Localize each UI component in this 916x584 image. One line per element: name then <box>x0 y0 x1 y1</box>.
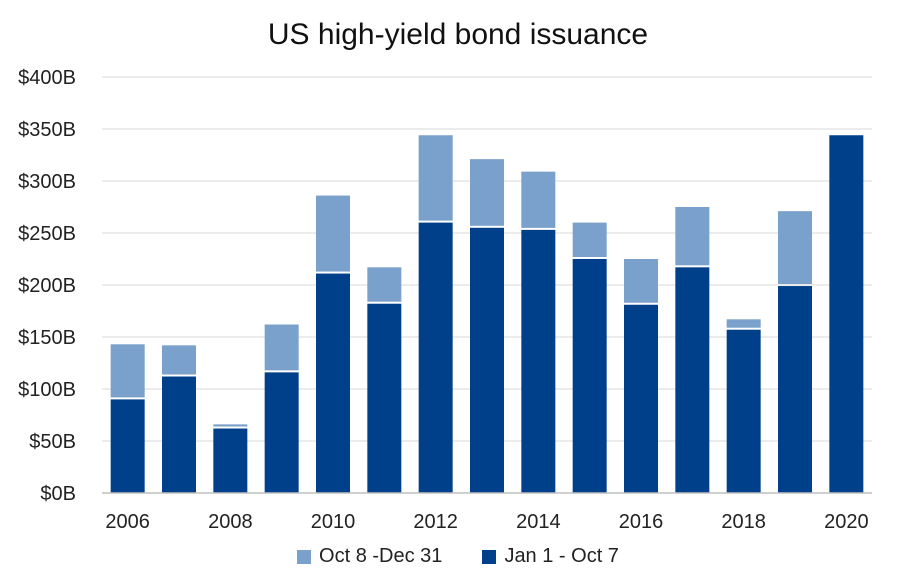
bar-oct-dec <box>162 345 196 375</box>
bar-jan-oct <box>110 399 145 493</box>
y-tick-label: $250B <box>18 223 76 245</box>
legend-label-oct-dec: Oct 8 -Dec 31 <box>319 545 443 567</box>
bar-jan-oct <box>470 227 504 494</box>
x-tick-label: 2010 <box>311 511 356 533</box>
y-tick-label: $0B <box>40 483 76 505</box>
x-tick-label: 2014 <box>516 511 561 533</box>
bar-oct-dec <box>110 344 145 398</box>
legend-swatch-oct-dec <box>297 549 312 564</box>
bar-oct-dec <box>213 424 248 427</box>
bar-jan-oct <box>521 229 556 493</box>
y-tick-label: $150B <box>18 327 76 349</box>
legend-item-jan-oct: Jan 1 - Oct 7 <box>482 545 619 568</box>
y-tick-label: $50B <box>29 431 76 453</box>
bar-oct-dec <box>778 211 812 285</box>
legend-item-oct-dec: Oct 8 -Dec 31 <box>297 545 442 568</box>
bar-jan-oct <box>572 259 607 493</box>
bar-oct-dec <box>572 222 607 257</box>
bar-jan-oct <box>829 135 864 494</box>
x-tick-label: 2016 <box>619 511 664 533</box>
x-tick-label: 2012 <box>413 511 458 533</box>
x-tick-label: 2018 <box>721 511 766 533</box>
bar-oct-dec <box>418 135 453 221</box>
bar-jan-oct <box>316 273 350 493</box>
bar-oct-dec <box>316 195 350 272</box>
chart-title: US high-yield bond issuance <box>267 18 649 51</box>
bar-oct-dec <box>726 319 761 328</box>
bar-jan-oct <box>367 303 402 493</box>
bar-jan-oct <box>418 222 453 493</box>
bar-oct-dec <box>264 324 299 371</box>
y-tick-label: $350B <box>18 119 76 141</box>
bar-jan-oct <box>213 428 248 493</box>
x-tick-label: 2008 <box>208 511 253 533</box>
legend: Oct 8 -Dec 31 Jan 1 - Oct 7 <box>0 545 916 568</box>
legend-swatch-jan-oct <box>482 549 497 564</box>
bar-oct-dec <box>675 207 710 266</box>
bar-jan-oct <box>778 286 812 493</box>
legend-label-jan-oct: Jan 1 - Oct 7 <box>504 545 619 567</box>
bar-oct-dec <box>470 159 504 226</box>
bar-oct-dec <box>367 267 402 302</box>
bar-jan-oct <box>264 372 299 493</box>
bar-jan-oct <box>624 304 658 493</box>
y-tick-label: $300B <box>18 171 76 193</box>
bar-oct-dec <box>624 259 658 303</box>
y-tick-label: $100B <box>18 379 76 401</box>
bar-jan-oct <box>726 329 761 493</box>
bar-jan-oct <box>162 376 196 493</box>
bar-jan-oct <box>675 267 710 493</box>
x-tick-label: 2006 <box>105 511 150 533</box>
bar-oct-dec <box>521 171 556 228</box>
x-tick-label: 2020 <box>824 511 869 533</box>
y-tick-label: $200B <box>18 275 76 297</box>
y-tick-label: $400B <box>18 67 76 89</box>
